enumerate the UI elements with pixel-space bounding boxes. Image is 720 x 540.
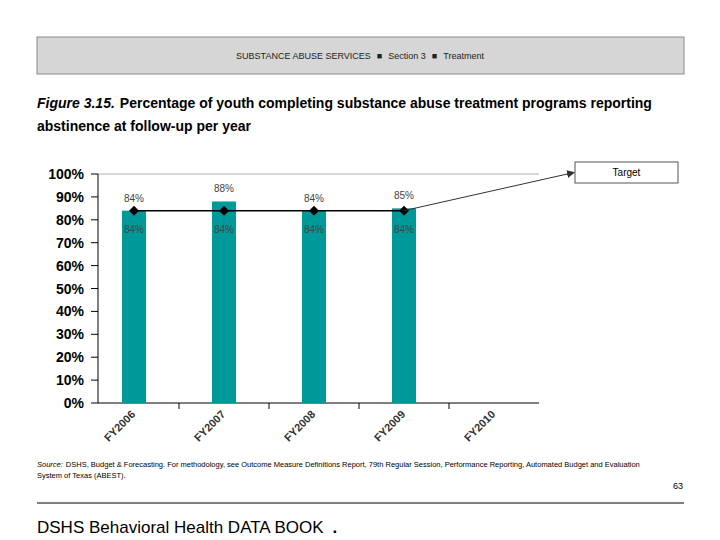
bar: [212, 201, 236, 403]
legend-box: [575, 162, 678, 183]
y-tick-label: 20%: [56, 349, 85, 365]
x-tick: [359, 403, 360, 409]
source-label: Source:: [37, 460, 63, 469]
legend-arrow: [404, 173, 574, 211]
x-tick-label: FY2009: [372, 408, 408, 444]
y-tick: [91, 334, 98, 335]
x-tick-label: FY2010: [462, 408, 498, 444]
x-tick: [269, 403, 270, 409]
y-tick-label: 50%: [56, 281, 85, 297]
bar: [122, 211, 146, 403]
y-tick: [91, 311, 98, 312]
page: SUBSTANCE ABUSE SERVICES ■ Section 3 ■ Treat…: [0, 0, 720, 540]
x-tick-label: FY2008: [282, 408, 318, 444]
y-tick: [91, 242, 98, 243]
y-tick-label: 0%: [64, 395, 85, 411]
y-tick: [91, 380, 98, 381]
header-item: ■: [377, 51, 382, 61]
text-line: System of Texas (ABEST).: [37, 471, 126, 480]
footer-mark: .: [333, 518, 338, 537]
chart-title: Percentage of youth completing substance…: [37, 95, 652, 134]
bar: [392, 208, 416, 403]
y-tick: [91, 403, 98, 404]
data-label: 84%: [124, 193, 144, 204]
y-tick: [91, 265, 98, 266]
page-number: 63: [673, 481, 683, 491]
target-marker: [309, 206, 319, 216]
y-tick-label: 80%: [56, 212, 85, 228]
data-label: 84%: [124, 224, 144, 235]
x-tick: [179, 403, 180, 409]
y-tick-label: 60%: [56, 258, 85, 274]
y-tick: [91, 219, 98, 220]
legend-label: Target: [613, 167, 641, 178]
header-item: Section 3: [388, 51, 426, 61]
y-tick-label: 30%: [56, 326, 85, 342]
header-text: SUBSTANCE ABUSE SERVICES ■ Section 3 ■ Treat…: [236, 51, 484, 61]
y-axis: [98, 174, 99, 403]
y-tick: [91, 196, 98, 197]
target-marker: [219, 206, 229, 216]
data-label: 84%: [394, 224, 414, 235]
y-tick: [91, 174, 98, 175]
bar: [302, 211, 326, 403]
target-marker: [129, 206, 139, 216]
data-label: 84%: [304, 193, 324, 204]
header-item: ■: [432, 51, 437, 61]
header-box: [37, 37, 684, 74]
y-tick: [91, 288, 98, 289]
text-line: Percentage of youth completing substance…: [120, 95, 652, 111]
y-tick-label: 70%: [56, 235, 85, 251]
footer-rule: [37, 503, 684, 504]
x-tick: [449, 403, 450, 409]
target-line: [134, 210, 404, 212]
footer-text: DSHS Behavioral Health DATA BOOK: [37, 518, 324, 537]
x-tick-label: FY2006: [102, 408, 138, 444]
x-tick-label: FY2007: [192, 408, 228, 444]
marks: [122, 201, 416, 403]
header-item: Treatment: [443, 51, 484, 61]
data-label: 84%: [214, 224, 234, 235]
y-tick-label: 10%: [56, 372, 85, 388]
text-line: abstinence at follow-up per year: [37, 118, 251, 134]
plot-frame-top: [98, 174, 539, 175]
header-item: SUBSTANCE ABUSE SERVICES: [236, 51, 371, 61]
figure-number: Figure 3.15.: [37, 95, 115, 111]
y-tick-label: 40%: [56, 303, 85, 319]
data-label: 88%: [214, 183, 234, 194]
y-tick-label: 100%: [48, 166, 84, 182]
source-text: DSHS, Budget & Forecasting. For methodol…: [37, 460, 640, 480]
data-labels: 84% 88% 84% 85% 84% 84% 84% 84%: [124, 183, 414, 234]
text-line: DSHS, Budget & Forecasting. For methodol…: [66, 460, 640, 469]
data-label: 85%: [394, 190, 414, 201]
y-tick-label: 90%: [56, 189, 85, 205]
y-tick: [91, 357, 98, 358]
data-label: 84%: [304, 224, 324, 235]
